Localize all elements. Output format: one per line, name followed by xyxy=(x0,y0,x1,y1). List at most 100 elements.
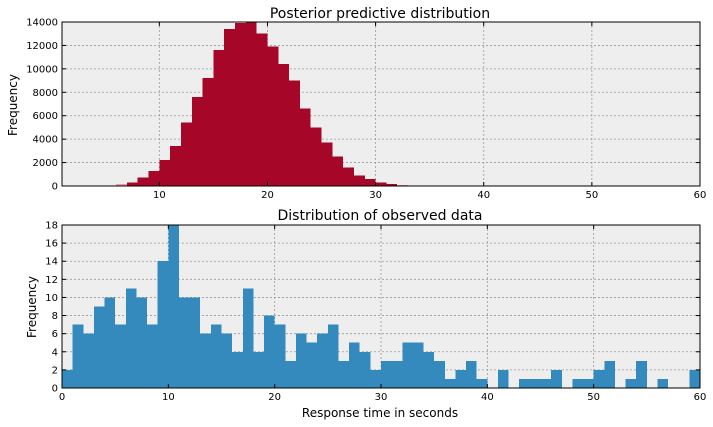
posterior-bar xyxy=(126,182,138,186)
posterior-bar xyxy=(159,160,171,186)
posterior-bar xyxy=(245,22,257,186)
observed-bar xyxy=(62,369,73,388)
observed-bar xyxy=(115,324,126,388)
observed-title: Distribution of observed data xyxy=(278,208,483,224)
observed-bar xyxy=(264,315,275,388)
observed-ytick-label: 14 xyxy=(45,257,58,268)
observed-ytick-label: 10 xyxy=(45,293,58,304)
observed-bar xyxy=(434,360,445,388)
observed-bar xyxy=(327,324,339,388)
observed-bar xyxy=(636,360,647,388)
posterior-ticks: 10 20 30 40 50 60 0 2000 4000 6000 8000 10000 12000 1… xyxy=(26,18,706,202)
observed-bar xyxy=(391,360,403,388)
posterior-xtick-label: 10 xyxy=(153,190,166,201)
observed-ytick-label: 8 xyxy=(52,311,58,322)
observed-bar xyxy=(200,333,211,388)
posterior-bar xyxy=(191,96,203,186)
posterior-bar xyxy=(180,122,192,186)
observed-bar xyxy=(657,378,669,388)
observed-bar xyxy=(274,324,286,388)
observed-bar xyxy=(593,369,605,388)
observed-bar xyxy=(370,369,381,388)
observed-bar xyxy=(338,360,350,388)
observed-bar xyxy=(72,324,84,388)
posterior-ytick-label: 6000 xyxy=(33,111,58,122)
posterior-bar xyxy=(364,178,376,186)
observed-bar xyxy=(178,297,190,388)
observed-bar xyxy=(444,378,456,388)
observed-bar xyxy=(349,342,360,388)
posterior-panel: 10 20 30 40 50 60 0 2000 4000 6000 8000 10000 12000 1… xyxy=(6,6,706,201)
posterior-bar xyxy=(137,177,149,186)
posterior-ytick-label: 4000 xyxy=(33,135,58,146)
observed-bar xyxy=(147,324,158,388)
observed-bar xyxy=(519,378,530,388)
observed-ytick-label: 2 xyxy=(52,365,58,376)
posterior-ytick-label: 14000 xyxy=(26,18,58,29)
posterior-xtick-label: 40 xyxy=(477,190,490,201)
posterior-ytick-label: 2000 xyxy=(33,158,58,169)
posterior-ytick-label: 12000 xyxy=(26,41,58,52)
observed-bar xyxy=(83,333,94,388)
observed-ytick-label: 16 xyxy=(45,239,58,250)
posterior-bar xyxy=(148,170,160,186)
observed-ticks: 0 10 20 30 40 50 60 0 2 4 6 8 10 12 14 16 18 xyxy=(45,221,706,404)
observed-bar xyxy=(551,369,562,388)
observed-bar xyxy=(381,360,392,388)
observed-xtick-label: 60 xyxy=(694,392,707,403)
posterior-bar xyxy=(267,46,279,186)
observed-bar xyxy=(306,342,318,388)
observed-bar xyxy=(540,378,552,388)
observed-bar xyxy=(104,297,116,388)
observed-xtick-label: 10 xyxy=(162,392,175,403)
posterior-bar xyxy=(202,78,214,186)
observed-bar xyxy=(295,333,307,388)
observed-bar xyxy=(455,369,467,388)
posterior-plot-background xyxy=(62,22,700,186)
observed-bar xyxy=(689,369,700,388)
posterior-ytick-label: 0 xyxy=(52,182,58,193)
posterior-bar xyxy=(224,29,236,187)
observed-bar xyxy=(423,351,435,388)
posterior-xtick-label: 60 xyxy=(694,190,707,201)
posterior-bar xyxy=(170,146,181,186)
posterior-bar xyxy=(386,184,398,186)
posterior-bar xyxy=(289,80,300,186)
observed-bar xyxy=(232,351,243,388)
observed-bar xyxy=(136,297,148,388)
posterior-bar xyxy=(278,64,290,186)
observed-bars xyxy=(62,225,700,388)
observed-bar xyxy=(253,351,265,388)
observed-ytick-label: 6 xyxy=(52,329,58,340)
observed-bar xyxy=(583,378,594,388)
observed-bar xyxy=(497,369,509,388)
posterior-ytick-label: 8000 xyxy=(33,88,58,99)
observed-bar xyxy=(359,351,371,388)
observed-xtick-label: 0 xyxy=(59,392,65,403)
posterior-bar xyxy=(116,184,127,186)
posterior-bar xyxy=(299,108,311,186)
posterior-xtick-label: 20 xyxy=(261,190,274,201)
posterior-xtick-label: 30 xyxy=(369,190,382,201)
observed-bar xyxy=(285,360,296,388)
observed-bar xyxy=(221,333,233,388)
observed-bar xyxy=(168,225,179,388)
observed-bar xyxy=(402,342,413,388)
posterior-bar xyxy=(310,127,322,186)
observed-ytick-label: 12 xyxy=(45,275,58,286)
observed-bar xyxy=(242,288,254,388)
posterior-xtick-label: 50 xyxy=(585,190,598,201)
observed-bar xyxy=(189,297,201,388)
posterior-ytick-label: 10000 xyxy=(26,64,58,75)
observed-bar xyxy=(157,261,169,388)
observed-bar xyxy=(210,324,222,388)
observed-bar xyxy=(317,333,328,388)
posterior-title: Posterior predictive distribution xyxy=(270,6,490,22)
observed-xtick-label: 30 xyxy=(375,392,388,403)
observed-xlabel: Response time in seconds xyxy=(302,406,458,420)
observed-ytick-label: 4 xyxy=(52,347,58,358)
observed-bar xyxy=(476,378,488,388)
observed-bar xyxy=(529,378,541,388)
posterior-bar xyxy=(235,23,246,186)
posterior-ylabel: Frequency xyxy=(6,74,20,136)
